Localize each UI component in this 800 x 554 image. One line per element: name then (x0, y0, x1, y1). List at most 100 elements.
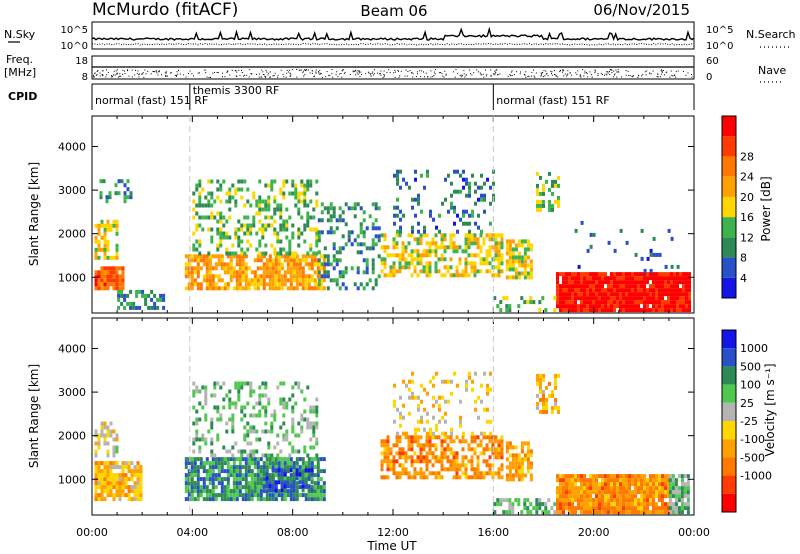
heatmap-cell (562, 288, 565, 293)
heatmap-cell (130, 461, 134, 466)
heatmap-cell (538, 506, 542, 511)
heatmap-cell (595, 284, 598, 289)
heatmap-cell (210, 417, 214, 422)
heatmap-cell (556, 288, 559, 293)
heatmap-cell (508, 304, 512, 309)
heatmap-cell (592, 486, 595, 491)
heatmap-cell (562, 280, 565, 285)
heatmap-cell (459, 415, 462, 420)
heatmap-cell (359, 230, 363, 235)
heatmap-cell (307, 465, 311, 470)
heatmap-cell (517, 465, 521, 470)
heatmap-cell (315, 243, 319, 248)
heatmap-cell (577, 486, 580, 491)
heatmap-cell (243, 381, 247, 386)
heatmap-cell (631, 304, 634, 309)
nave-dot (260, 76, 262, 78)
heatmap-cell (229, 457, 233, 462)
heatmap-cell (616, 498, 619, 503)
nave-dot (341, 69, 343, 71)
heatmap-cell (628, 308, 631, 313)
heatmap-cell (386, 447, 390, 452)
heatmap-cell (643, 498, 646, 503)
heatmap-cell (577, 494, 580, 499)
heatmap-cell (315, 441, 319, 446)
heatmap-cell (208, 274, 212, 279)
heatmap-cell (476, 443, 480, 448)
heatmap-cell (237, 385, 241, 390)
heatmap-cell (316, 473, 320, 478)
heatmap-cell (574, 478, 577, 483)
heatmap-cell (674, 498, 678, 503)
heatmap-cell (286, 262, 290, 267)
heatmap-cell (205, 262, 209, 267)
heatmap-cell (499, 498, 503, 503)
heatmap-cell (404, 471, 408, 476)
heatmap-cell (425, 459, 429, 464)
heatmap-cell (422, 459, 426, 464)
nave-dot (559, 71, 561, 73)
heatmap-cell (511, 251, 515, 256)
heatmap-cell (130, 497, 134, 502)
heatmap-cell (646, 498, 649, 503)
heatmap-cell (601, 510, 604, 515)
heatmap-cell (407, 265, 411, 270)
heatmap-cell (309, 409, 313, 414)
heatmap-cell (136, 493, 140, 498)
heatmap-cell (229, 266, 233, 271)
heatmap-cell (228, 405, 232, 410)
heatmap-cell (440, 241, 444, 246)
heatmap-cell (279, 425, 283, 430)
heatmap-cell (598, 482, 601, 487)
heatmap-cell (103, 278, 107, 283)
nave-dot (296, 69, 298, 70)
heatmap-cell (586, 296, 589, 301)
heatmap-cell (607, 276, 610, 281)
heatmap-cell (476, 237, 480, 242)
heatmap-cell (297, 231, 301, 236)
heatmap-cell (298, 270, 302, 275)
heatmap-cell (282, 437, 286, 442)
heatmap-cell (315, 227, 319, 232)
heatmap-cell (192, 191, 196, 196)
heatmap-cell (238, 254, 242, 259)
heatmap-cell (256, 286, 260, 291)
heatmap-cell (100, 274, 104, 279)
heatmap-cell (235, 465, 239, 470)
heatmap-cell (280, 465, 284, 470)
heatmap-cell (286, 258, 290, 263)
heatmap-cell (413, 265, 417, 270)
heatmap-cell (264, 183, 268, 188)
heatmap-cell (562, 308, 565, 313)
heatmap-cell (217, 477, 221, 482)
heatmap-cell (317, 238, 321, 243)
heatmap-cell (423, 185, 426, 190)
heatmap-cell (467, 459, 471, 464)
heatmap-cell (303, 409, 307, 414)
nave-dot (519, 73, 521, 75)
heatmap-cell (219, 413, 223, 418)
heatmap-cell (213, 199, 217, 204)
heatmap-cell (332, 206, 336, 211)
nave-dot (95, 75, 97, 77)
heatmap-cell (208, 258, 212, 263)
heatmap-cell (520, 469, 524, 474)
heatmap-cell (133, 485, 137, 490)
heatmap-cell (477, 225, 480, 230)
heatmap-cell (306, 385, 310, 390)
heatmap-cell (261, 207, 265, 212)
heatmap-cell (398, 439, 402, 444)
colorbar-swatch (722, 402, 736, 421)
heatmap-cell (103, 243, 107, 248)
heatmap-cell (401, 249, 405, 254)
x-tick-label: 16:00 (477, 526, 509, 539)
nave-dot (319, 74, 321, 75)
heatmap-cell (485, 447, 489, 452)
heatmap-cell (413, 237, 417, 242)
heatmap-cell (380, 467, 384, 472)
heatmap-cell (440, 439, 444, 444)
heatmap-cell (238, 485, 242, 490)
heatmap-cell (286, 484, 290, 489)
heatmap-cell (317, 258, 321, 263)
heatmap-cell (673, 296, 676, 301)
